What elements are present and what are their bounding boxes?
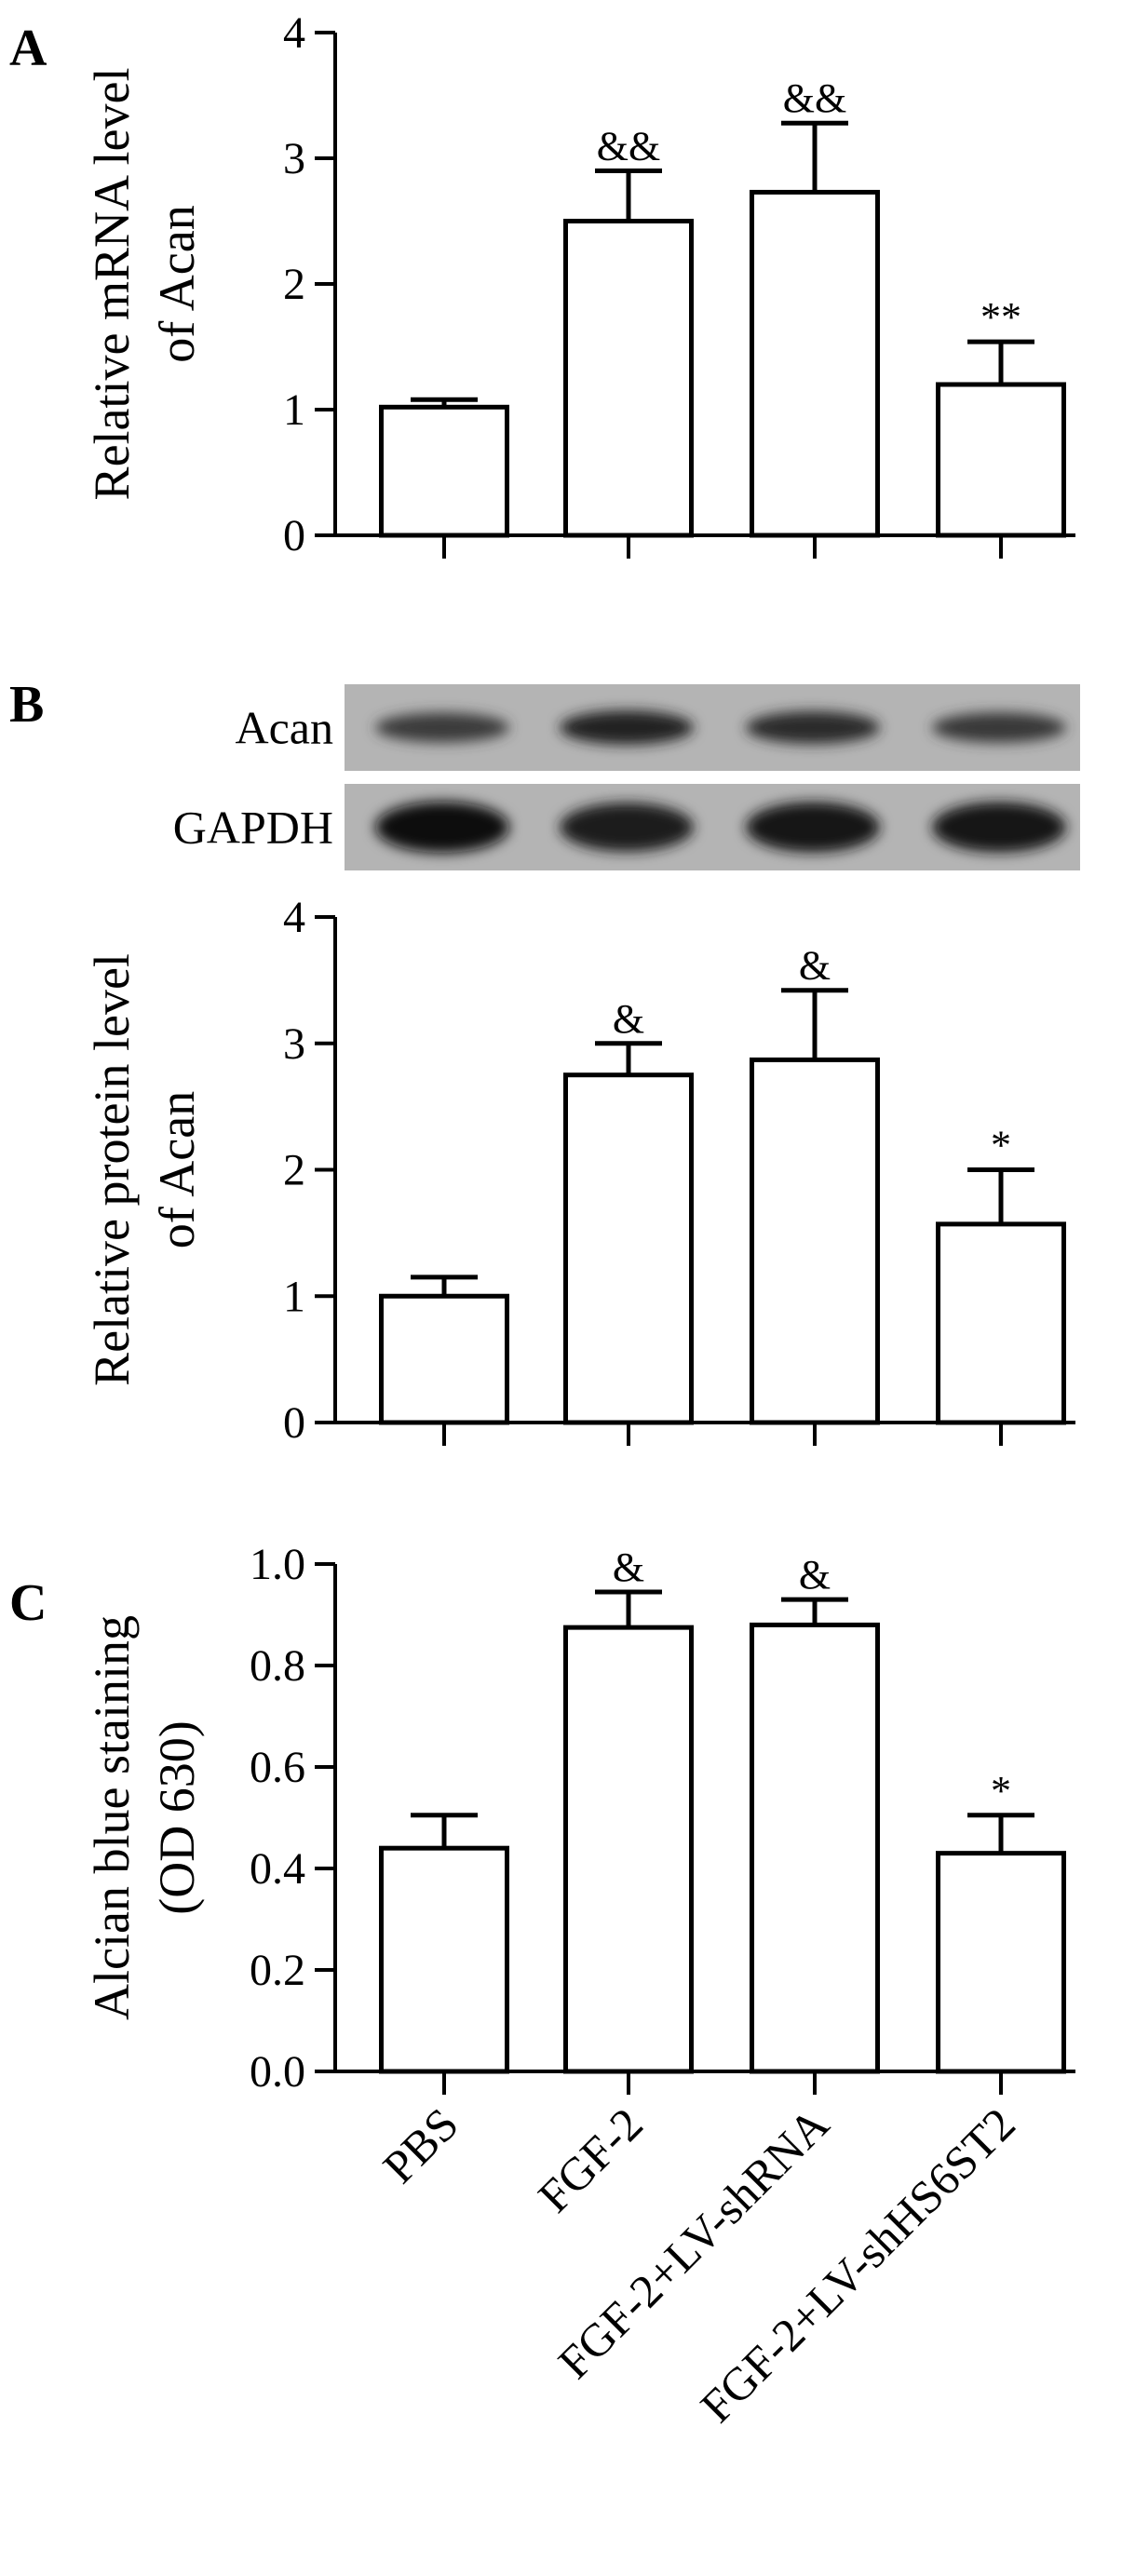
blot-band: [375, 712, 509, 743]
y-tick-label: 1: [283, 385, 305, 435]
significance-mark: &&: [783, 75, 846, 121]
blot-band: [746, 711, 880, 744]
bar: [379, 1293, 509, 1425]
y-axis-title: (OD 630): [149, 1720, 205, 1914]
y-tick-label: 0.0: [250, 2047, 305, 2097]
y-axis-title: Alcian blue staining: [84, 1615, 140, 2020]
bar: [936, 382, 1066, 538]
western-blot: Acan GAPDH: [173, 684, 1080, 870]
bar: [563, 1072, 694, 1425]
blot-band: [746, 802, 880, 853]
panel-label-c: C: [9, 1574, 47, 1632]
y-axis-title: of Acan: [149, 1091, 205, 1248]
y-tick-label: 4: [283, 8, 305, 58]
chart-panel-a: 0 1 2 3 4 Relative mRNA level of Acan && && **: [84, 8, 1075, 560]
chart-panel-b: 0 1 2 3 4 Relative protein level of Acan & & *: [84, 893, 1075, 1448]
bar: [750, 189, 880, 538]
panel-label-a: A: [9, 20, 47, 77]
y-axis-title: Relative protein level: [84, 953, 140, 1386]
blot-band: [932, 712, 1066, 743]
significance-mark: &: [613, 1544, 644, 1590]
y-tick-label: 2: [283, 260, 305, 309]
y-axis-title: Relative mRNA level: [84, 68, 140, 501]
bar: [936, 1851, 1066, 2074]
y-tick-label: 0.2: [250, 1946, 305, 1995]
y-tick-label: 3: [283, 1019, 305, 1069]
y-tick-label: 4: [283, 893, 305, 942]
panel-label-b: B: [9, 676, 44, 734]
y-tick-label: 1.0: [250, 1540, 305, 1589]
y-tick-label: 0: [283, 511, 305, 560]
y-tick-label: 0.6: [250, 1743, 305, 1792]
y-tick-label: 1: [283, 1272, 305, 1321]
blot-row-label: GAPDH: [173, 802, 333, 854]
bar: [936, 1221, 1066, 1425]
blot-row-label: Acan: [236, 702, 334, 754]
significance-mark: &: [613, 996, 644, 1042]
significance-mark: **: [980, 294, 1021, 340]
chart-panel-c: 0.0 0.2 0.4 0.6 0.8 1.0 Alcian blue staining (O…: [84, 1540, 1075, 2097]
bar: [750, 1622, 880, 2074]
y-axis-title: of Acan: [149, 205, 205, 362]
bar: [563, 1625, 694, 2074]
y-tick-label: 0.8: [250, 1641, 305, 1691]
category-label: PBS: [372, 2097, 468, 2193]
blot-band: [375, 802, 509, 853]
significance-mark: *: [991, 1123, 1011, 1168]
significance-mark: &&: [597, 124, 660, 169]
blot-band: [560, 710, 694, 745]
category-label: FGF-2: [528, 2097, 653, 2222]
y-tick-label: 2: [283, 1146, 305, 1195]
y-tick-label: 3: [283, 134, 305, 183]
significance-mark: &: [799, 943, 831, 989]
blot-band: [932, 802, 1066, 853]
category-label: FGF-2+LV-shHS6ST2: [690, 2097, 1025, 2433]
bar: [563, 219, 694, 538]
bar: [379, 1845, 509, 2074]
significance-mark: &: [799, 1552, 831, 1598]
y-tick-label: 0: [283, 1398, 305, 1448]
significance-mark: *: [991, 1768, 1011, 1814]
blot-band: [560, 802, 694, 852]
y-tick-label: 0.4: [250, 1844, 305, 1894]
bar: [379, 404, 509, 538]
bar: [750, 1057, 880, 1425]
